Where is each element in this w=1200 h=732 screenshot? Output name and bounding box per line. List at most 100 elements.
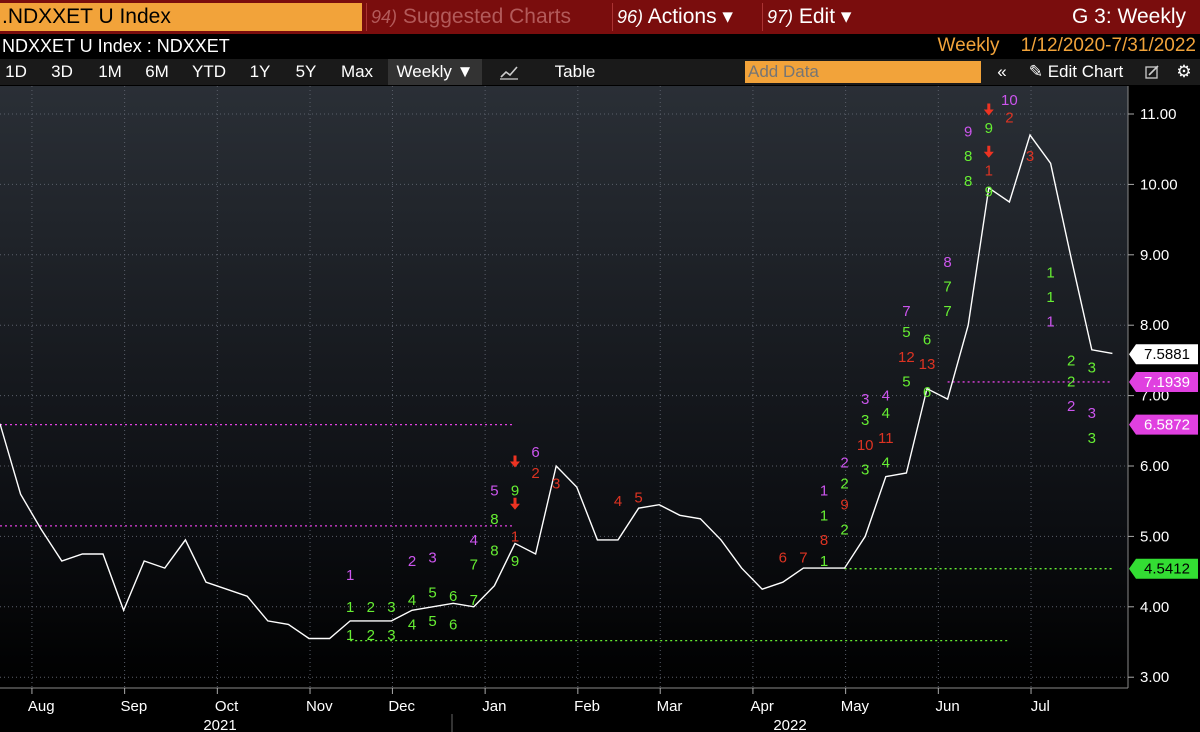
td-count: 9 bbox=[964, 124, 972, 141]
add-data-input[interactable] bbox=[745, 61, 981, 83]
td-count: 3 bbox=[1088, 359, 1096, 376]
td-count: 6 bbox=[449, 588, 457, 605]
td-count: 5 bbox=[902, 324, 910, 341]
td-count: 5 bbox=[634, 490, 642, 507]
menu-label: Edit ▾ bbox=[798, 5, 852, 28]
range-6m-button[interactable]: 6M bbox=[145, 62, 169, 81]
sell-arrow-icon bbox=[983, 145, 994, 158]
td-count: 7 bbox=[470, 557, 478, 574]
x-axis: Aug Sep Oct Nov Dec Jan Feb Mar Apr May Jun Jul 2021… bbox=[0, 687, 1128, 732]
td-count: 11 bbox=[878, 430, 894, 447]
annotate-icon[interactable] bbox=[1138, 59, 1166, 85]
td-count: 3 bbox=[428, 550, 436, 567]
td-count: 2 bbox=[840, 521, 848, 538]
td-count: 9 bbox=[985, 120, 993, 137]
range-1d-button[interactable]: 1D bbox=[5, 62, 27, 81]
td-count: 3 bbox=[861, 462, 869, 479]
td-count: 4 bbox=[882, 454, 890, 471]
td-count: 3 bbox=[1026, 148, 1034, 165]
frequency-dropdown[interactable]: Weekly ▼ bbox=[388, 59, 482, 85]
range-1m-button[interactable]: 1M bbox=[98, 62, 122, 81]
y-tick-label: 10.00 bbox=[1140, 176, 1178, 193]
range-max-button[interactable]: Max bbox=[340, 62, 374, 81]
td-count: 1 bbox=[511, 528, 519, 545]
td-count: 1 bbox=[820, 553, 828, 570]
sell-arrow-icon bbox=[510, 497, 520, 510]
x-month-label: Dec bbox=[388, 698, 415, 715]
function-bar: .NDXXET U Index 94) Suggested Charts 96)… bbox=[0, 0, 1200, 34]
td-count: 1 bbox=[346, 567, 354, 584]
td-count: 3 bbox=[387, 599, 395, 616]
table-button[interactable]: Table bbox=[554, 62, 596, 81]
level-lines bbox=[0, 381, 1113, 642]
td-count: 8 bbox=[964, 173, 972, 190]
edit-chart-button[interactable]: ✎ Edit Chart bbox=[1020, 59, 1132, 85]
y-tick-label: 11.00 bbox=[1140, 106, 1176, 123]
td-count: 1 bbox=[346, 599, 354, 616]
actions-menu[interactable]: 96) Actions ▾ bbox=[612, 3, 757, 31]
td-count: 12 bbox=[898, 349, 915, 366]
price-label-text: 7.5881 bbox=[1144, 346, 1190, 363]
td-count: 6 bbox=[923, 331, 931, 348]
td-count: 9 bbox=[840, 497, 848, 514]
td-count: 3 bbox=[1088, 405, 1096, 422]
td-count: 2 bbox=[840, 476, 848, 493]
td-count: 1 bbox=[1046, 314, 1054, 331]
td-count: 5 bbox=[902, 374, 910, 391]
security-name: NDXXET U Index : NDXXET bbox=[2, 36, 230, 56]
x-month-label: Nov bbox=[306, 698, 333, 715]
date-range[interactable]: 1/12/2020-7/31/2022 bbox=[1020, 35, 1196, 56]
menu-number: 96) bbox=[617, 7, 644, 27]
suggested-charts-menu[interactable]: 94) Suggested Charts bbox=[366, 3, 606, 31]
td-count: 3 bbox=[552, 476, 560, 493]
y-tick-label: 8.00 bbox=[1140, 317, 1169, 334]
plot-area bbox=[0, 86, 1128, 688]
td-count: 7 bbox=[902, 303, 910, 320]
td-count: 7 bbox=[943, 303, 951, 320]
td-count: 1 bbox=[820, 483, 828, 500]
x-month-label: Sep bbox=[121, 698, 148, 715]
menu-label: Suggested Charts bbox=[402, 5, 571, 28]
ticker-input[interactable]: .NDXXET U Index bbox=[0, 3, 362, 31]
gear-icon[interactable]: ⚙ bbox=[1176, 62, 1192, 81]
x-month-label: Jul bbox=[1031, 698, 1050, 715]
price-label-text: 4.5412 bbox=[1144, 561, 1190, 578]
price-label-box bbox=[1129, 558, 1198, 579]
td-count: 8 bbox=[490, 511, 498, 528]
y-tick-label: 9.00 bbox=[1140, 247, 1169, 264]
range-1y-button[interactable]: 1Y bbox=[249, 62, 271, 81]
range-ytd-button[interactable]: YTD bbox=[192, 62, 226, 81]
td-count: 8 bbox=[490, 542, 498, 559]
range-3d-button[interactable]: 3D bbox=[51, 62, 73, 81]
td-count: 8 bbox=[964, 148, 972, 165]
collapse-double-chevron-icon[interactable]: « bbox=[997, 62, 1007, 81]
td-count: 1 bbox=[820, 507, 828, 524]
periodicity-label: Weekly bbox=[937, 35, 1000, 56]
td-count: 2 bbox=[1067, 374, 1075, 391]
price-label-text: 6.5872 bbox=[1144, 417, 1190, 434]
y-tick-label: 5.00 bbox=[1140, 528, 1169, 545]
y-tick-label: 6.00 bbox=[1140, 458, 1169, 475]
x-month-label: Jun bbox=[936, 698, 960, 715]
td-count: 6 bbox=[779, 550, 787, 567]
menu-number: 97) bbox=[767, 7, 794, 27]
td-count: 4 bbox=[408, 592, 416, 609]
td-count: 6 bbox=[923, 384, 931, 401]
date-info: Weekly 1/12/2020-7/31/2022 bbox=[938, 34, 1196, 58]
line-chart-icon[interactable] bbox=[494, 59, 524, 85]
x-year-label: 2022 bbox=[773, 717, 806, 732]
td-count: 3 bbox=[1088, 430, 1096, 447]
td-count: 6 bbox=[449, 616, 457, 633]
td-count: 13 bbox=[919, 356, 936, 373]
td-count: 1 bbox=[1046, 289, 1054, 306]
price-series bbox=[0, 133, 1113, 640]
menu-number: 94) bbox=[371, 7, 398, 27]
edit-menu[interactable]: 97) Edit ▾ bbox=[762, 3, 870, 31]
x-month-label: Mar bbox=[657, 698, 683, 715]
range-5y-button[interactable]: 5Y bbox=[295, 62, 317, 81]
td-count: 9 bbox=[511, 483, 519, 500]
sell-arrow-icon bbox=[983, 103, 994, 116]
page-title: G 3: Weekly bbox=[1072, 5, 1186, 28]
td-count: 1 bbox=[985, 162, 993, 179]
